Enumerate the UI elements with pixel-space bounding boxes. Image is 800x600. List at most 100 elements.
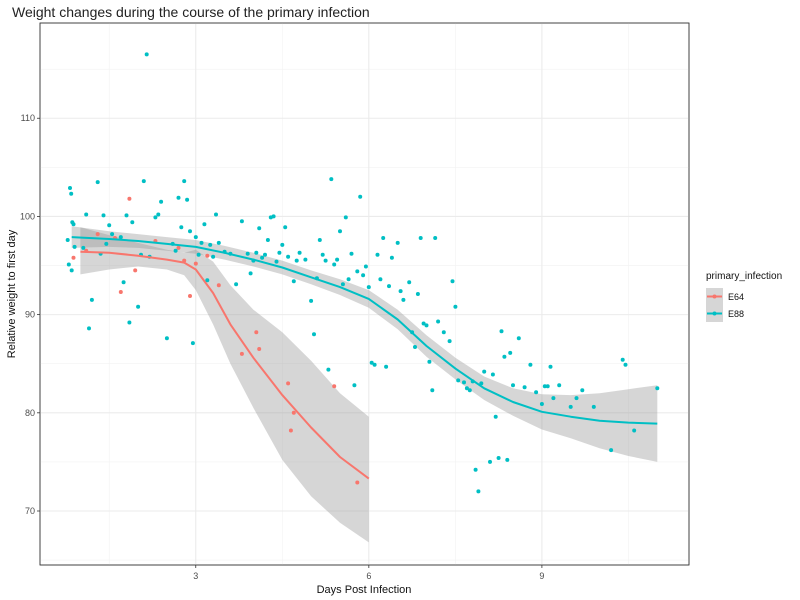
data-point-E88 (208, 242, 213, 247)
data-point-E88 (205, 278, 210, 283)
data-point-E88 (71, 222, 76, 227)
data-point-E88 (349, 251, 354, 256)
data-point-E88 (72, 244, 77, 249)
data-point-E88 (539, 402, 544, 406)
data-point-E64 (127, 196, 132, 201)
data-point-E88 (182, 179, 187, 184)
data-point-E88 (277, 250, 282, 255)
data-point-E88 (291, 279, 296, 284)
data-point-E88 (436, 319, 441, 324)
data-point-E64 (71, 255, 76, 260)
data-point-E64 (332, 384, 337, 389)
data-point-E88 (335, 257, 340, 262)
x-tick-label: 3 (193, 571, 198, 581)
data-point-E88 (329, 177, 334, 182)
data-point-E88 (413, 345, 417, 349)
data-point-E88 (366, 285, 371, 290)
data-point-E88 (110, 232, 115, 237)
data-point-E88 (188, 229, 192, 234)
data-point-E88 (248, 271, 253, 276)
y-tick-label: 70 (25, 506, 35, 516)
data-point-E88 (317, 238, 322, 242)
chart-title: Weight changes during the course of the … (12, 4, 370, 20)
data-point-E88 (286, 254, 291, 259)
data-point-E88 (65, 238, 70, 242)
data-point-E88 (508, 350, 513, 355)
data-point-E88 (352, 383, 357, 388)
data-point-E88 (545, 384, 550, 389)
data-point-E88 (387, 284, 391, 289)
data-point-E88 (528, 362, 533, 367)
data-point-E88 (450, 279, 455, 284)
data-point-E88 (476, 489, 481, 494)
data-point-E88 (326, 367, 331, 372)
data-point-E64 (254, 330, 259, 335)
data-point-E88 (462, 380, 466, 385)
data-point-E88 (84, 212, 89, 217)
x-tick-label: 6 (366, 571, 371, 581)
data-point-E88 (418, 236, 423, 240)
data-point-E88 (453, 304, 458, 309)
data-point-E88 (490, 372, 495, 377)
data-point-E88 (343, 215, 348, 220)
data-point-E64 (118, 290, 123, 294)
data-point-E88 (361, 273, 366, 278)
smooth-line-E88 (71, 236, 658, 425)
y-tick-label: 90 (25, 310, 35, 320)
data-point-E88 (199, 240, 204, 245)
data-point-E88 (430, 388, 435, 393)
data-point-E88 (395, 240, 400, 245)
data-point-E88 (118, 235, 123, 240)
data-point-E88 (340, 282, 345, 287)
confidence-band-E64 (80, 227, 369, 543)
data-point-E88 (234, 282, 239, 287)
data-point-E88 (179, 225, 184, 230)
data-point-E88 (104, 241, 109, 246)
legend-key-point (712, 294, 717, 299)
data-point-E88 (185, 197, 190, 202)
data-point-E88 (297, 250, 302, 255)
data-point-E88 (363, 264, 368, 269)
data-point-E88 (69, 268, 74, 273)
legend-item-E64: E64 (706, 288, 744, 305)
data-point-E88 (401, 297, 406, 302)
data-point-E88 (156, 212, 161, 217)
data-point-E88 (274, 259, 279, 264)
data-point-E88 (464, 386, 469, 391)
data-point-E88 (496, 456, 501, 460)
data-point-E88 (107, 223, 112, 228)
x-tick-label: 9 (539, 571, 544, 581)
legend-label: E64 (728, 292, 744, 302)
data-point-E88 (127, 320, 132, 325)
data-point-E64 (133, 268, 138, 273)
data-point-E88 (591, 404, 596, 409)
smooth-line-E64 (80, 250, 370, 480)
data-point-E88 (323, 258, 328, 263)
data-point-E64 (239, 351, 244, 356)
data-point-E88 (271, 214, 276, 219)
axis-ticks: 3 6 9 70 80 90 100 110 (20, 113, 544, 581)
data-point-E88 (580, 388, 585, 393)
legend-items: E64 E88 (706, 288, 744, 322)
data-point-E88 (66, 262, 71, 267)
legend-key-point (712, 311, 717, 316)
data-point-E88 (516, 336, 521, 341)
data-point-E88 (574, 396, 579, 401)
data-point-E88 (260, 255, 265, 260)
data-point-E88 (136, 304, 141, 309)
data-point-E88 (216, 240, 221, 245)
data-point-E88 (421, 321, 426, 326)
data-point-E88 (332, 262, 337, 267)
data-point-E88 (542, 384, 547, 389)
data-point-E64 (291, 410, 296, 415)
data-point-E88 (511, 383, 515, 388)
data-point-E88 (479, 381, 484, 386)
data-point-E88 (159, 199, 164, 204)
data-point-E88 (381, 236, 386, 240)
data-point-E88 (433, 236, 438, 240)
y-tick-label: 80 (25, 408, 35, 418)
data-point-E88 (623, 362, 628, 367)
data-point-E88 (202, 222, 207, 227)
data-point-E88 (358, 194, 363, 199)
